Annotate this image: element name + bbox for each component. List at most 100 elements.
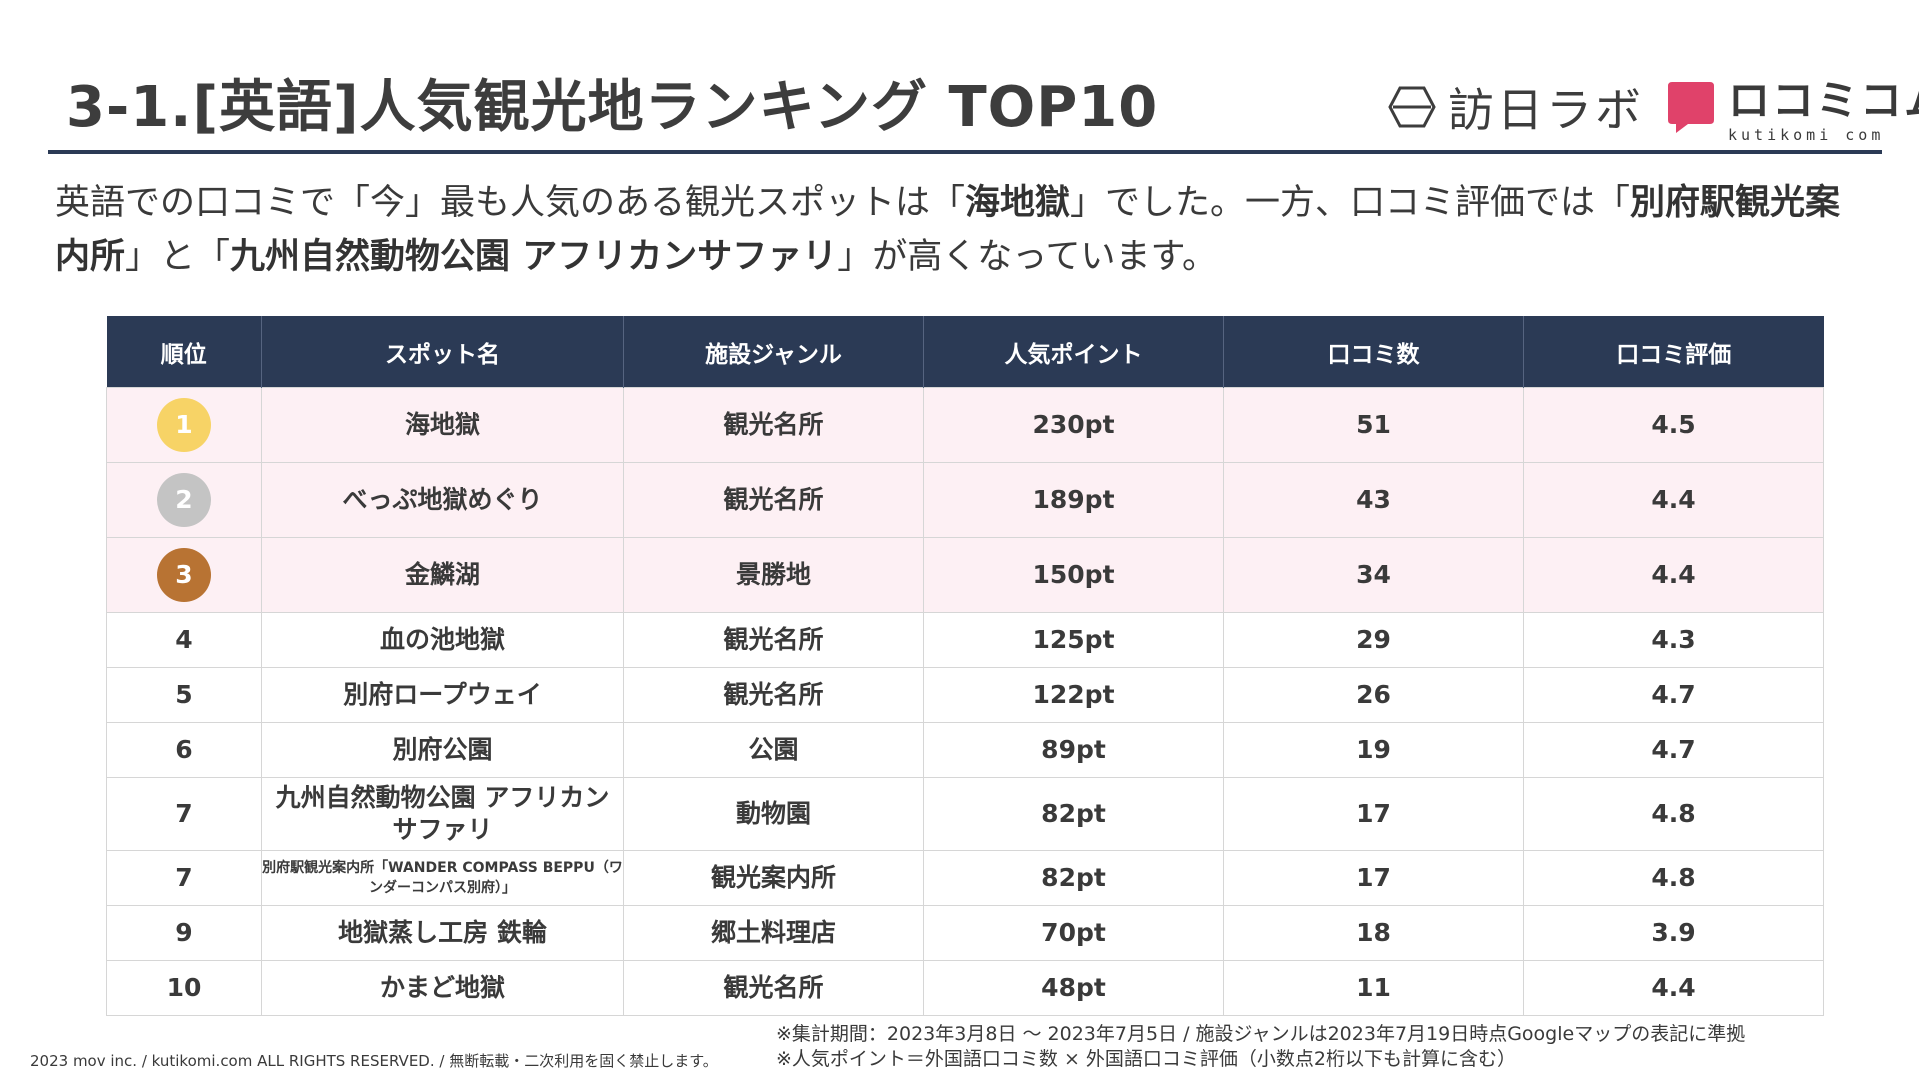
methodology-notes: ※集計期間：2023年3月8日 〜 2023年7月5日 / 施設ジャンルは202… bbox=[776, 1022, 1745, 1072]
spot-name-cell: 別府駅観光案内所「WANDER COMPASS BEPPU（ワ ンダーコンパス別府… bbox=[261, 850, 624, 906]
summary-part-2: 」でした。一方、口コミ評価では「 bbox=[1070, 183, 1631, 223]
review-count-cell: 51 bbox=[1223, 387, 1524, 463]
collection-period-note: ※集計期間：2023年3月8日 〜 2023年7月5日 / 施設ジャンルは202… bbox=[776, 1023, 1746, 1045]
houjin-lab-logo: 訪日ラボ bbox=[1388, 82, 1644, 137]
rank-cell: 7 bbox=[106, 777, 262, 851]
genre-cell: 観光名所 bbox=[623, 667, 924, 723]
spot-name-cell: 別府公園 bbox=[261, 722, 624, 778]
points-cell: 82pt bbox=[923, 777, 1224, 851]
summary-part-4: 」が高くなっています。 bbox=[837, 237, 1217, 277]
points-cell: 70pt bbox=[923, 905, 1224, 961]
summary-highlight-2: 別府駅観光案内所 bbox=[55, 183, 1841, 277]
header-review-rating: 口コミ評価 bbox=[1523, 316, 1824, 388]
points-cell: 48pt bbox=[923, 960, 1224, 1016]
rating-cell: 4.4 bbox=[1523, 537, 1824, 613]
rank-cell: 7 bbox=[106, 850, 262, 906]
summary-part-3: 」と「 bbox=[125, 237, 231, 277]
summary-highlight-3: 九州自然動物公園 アフリカンサファリ bbox=[230, 237, 838, 277]
houjin-lab-logo-text: 訪日ラボ bbox=[1448, 83, 1644, 137]
header-points: 人気ポイント bbox=[923, 316, 1224, 388]
points-cell: 230pt bbox=[923, 387, 1224, 463]
kutikomi-logo-text: ロコミコム bbox=[1728, 76, 1919, 125]
rating-cell: 4.4 bbox=[1523, 462, 1824, 538]
silver-medal-icon: 2 bbox=[157, 473, 211, 527]
points-cell: 82pt bbox=[923, 850, 1224, 906]
rating-cell: 4.8 bbox=[1523, 850, 1824, 906]
rank-cell: 9 bbox=[106, 905, 262, 961]
spot-name-cell: べっぷ地獄めぐり bbox=[261, 462, 624, 538]
table-row: 10 かまど地獄 観光名所 48pt 11 4.4 bbox=[106, 960, 1824, 1016]
summary-highlight-1: 海地獄 bbox=[965, 183, 1071, 223]
bronze-medal-icon: 3 bbox=[157, 548, 211, 602]
spot-name-line-2: サファリ bbox=[392, 815, 493, 844]
points-cell: 125pt bbox=[923, 612, 1224, 668]
summary-text: 英語での口コミで「今」最も人気のある観光スポットは「海地獄」でした。一方、口コミ… bbox=[55, 176, 1845, 284]
genre-cell: 景勝地 bbox=[623, 537, 924, 613]
genre-cell: 観光名所 bbox=[623, 387, 924, 463]
table-row: 7 別府駅観光案内所「WANDER COMPASS BEPPU（ワ ンダーコンパス… bbox=[106, 850, 1824, 906]
points-cell: 89pt bbox=[923, 722, 1224, 778]
rank-cell: 6 bbox=[106, 722, 262, 778]
table-row: 2 べっぷ地獄めぐり 観光名所 189pt 43 4.4 bbox=[106, 462, 1824, 538]
spot-name-line-1: 九州自然動物公園 アフリカン bbox=[275, 782, 610, 812]
rating-cell: 3.9 bbox=[1523, 905, 1824, 961]
review-count-cell: 26 bbox=[1223, 667, 1524, 723]
ranking-table: 順位 スポット名 施設ジャンル 人気ポイント 口コミ数 口コミ評価 1 海地獄 … bbox=[106, 316, 1824, 1016]
genre-cell: 郷土料理店 bbox=[623, 905, 924, 961]
kutikomi-logo: ロコミコム kutikomi com bbox=[1666, 80, 1919, 144]
spot-name-cell: 金鱗湖 bbox=[261, 537, 624, 613]
rank-cell: 4 bbox=[106, 612, 262, 668]
table-row: 7 九州自然動物公園 アフリカン サファリ 動物園 82pt 17 4.8 bbox=[106, 777, 1824, 851]
rating-cell: 4.4 bbox=[1523, 960, 1824, 1016]
points-cell: 189pt bbox=[923, 462, 1224, 538]
genre-cell: 動物園 bbox=[623, 777, 924, 851]
kutikomi-logo-subtext: kutikomi com bbox=[1728, 126, 1885, 144]
title-divider bbox=[48, 150, 1882, 154]
genre-cell: 観光案内所 bbox=[623, 850, 924, 906]
hexagon-logo-icon bbox=[1388, 86, 1436, 128]
header-review-count: 口コミ数 bbox=[1223, 316, 1524, 388]
table-row: 4 血の池地獄 観光名所 125pt 29 4.3 bbox=[106, 612, 1824, 668]
review-count-cell: 34 bbox=[1223, 537, 1524, 613]
review-count-cell: 43 bbox=[1223, 462, 1524, 538]
points-cell: 122pt bbox=[923, 667, 1224, 723]
header-genre: 施設ジャンル bbox=[623, 316, 924, 388]
slide-title: 3-1.[英語]人気観光地ランキング TOP10 bbox=[66, 75, 1159, 140]
table-row: 1 海地獄 観光名所 230pt 51 4.5 bbox=[106, 387, 1824, 463]
table-row: 9 地獄蒸し工房 鉄輪 郷土料理店 70pt 18 3.9 bbox=[106, 905, 1824, 961]
table-row: 5 別府ロープウェイ 観光名所 122pt 26 4.7 bbox=[106, 667, 1824, 723]
gold-medal-icon: 1 bbox=[157, 398, 211, 452]
table-row: 3 金鱗湖 景勝地 150pt 34 4.4 bbox=[106, 537, 1824, 613]
review-count-cell: 17 bbox=[1223, 850, 1524, 906]
spot-name-cell: 地獄蒸し工房 鉄輪 bbox=[261, 905, 624, 961]
review-count-cell: 11 bbox=[1223, 960, 1524, 1016]
spot-name-cell: 血の池地獄 bbox=[261, 612, 624, 668]
rank-cell: 3 bbox=[106, 537, 262, 613]
table-header-row: 順位 スポット名 施設ジャンル 人気ポイント 口コミ数 口コミ評価 bbox=[106, 316, 1824, 388]
spot-name-line-2: ンダーコンパス別府）」 bbox=[369, 880, 516, 896]
header-rank: 順位 bbox=[106, 316, 262, 388]
copyright-notice: 2023 mov inc. / kutikomi.com ALL RIGHTS … bbox=[30, 1052, 718, 1070]
header-spot-name: スポット名 bbox=[261, 316, 624, 388]
rating-cell: 4.7 bbox=[1523, 722, 1824, 778]
rank-cell: 2 bbox=[106, 462, 262, 538]
rating-cell: 4.5 bbox=[1523, 387, 1824, 463]
spot-name-cell: 九州自然動物公園 アフリカン サファリ bbox=[261, 777, 624, 851]
spot-name-cell: かまど地獄 bbox=[261, 960, 624, 1016]
genre-cell: 公園 bbox=[623, 722, 924, 778]
rank-cell: 10 bbox=[106, 960, 262, 1016]
spot-name-cell: 別府ロープウェイ bbox=[261, 667, 624, 723]
table-row: 6 別府公園 公園 89pt 19 4.7 bbox=[106, 722, 1824, 778]
genre-cell: 観光名所 bbox=[623, 960, 924, 1016]
review-count-cell: 17 bbox=[1223, 777, 1524, 851]
rating-cell: 4.3 bbox=[1523, 612, 1824, 668]
review-count-cell: 29 bbox=[1223, 612, 1524, 668]
genre-cell: 観光名所 bbox=[623, 462, 924, 538]
review-count-cell: 19 bbox=[1223, 722, 1524, 778]
rating-cell: 4.8 bbox=[1523, 777, 1824, 851]
spot-name-cell: 海地獄 bbox=[261, 387, 624, 463]
review-count-cell: 18 bbox=[1223, 905, 1524, 961]
points-cell: 150pt bbox=[923, 537, 1224, 613]
points-formula-note: ※人気ポイント＝外国語口コミ数 × 外国語口コミ評価（小数点2桁以下も計算に含む… bbox=[776, 1048, 1517, 1070]
genre-cell: 観光名所 bbox=[623, 612, 924, 668]
